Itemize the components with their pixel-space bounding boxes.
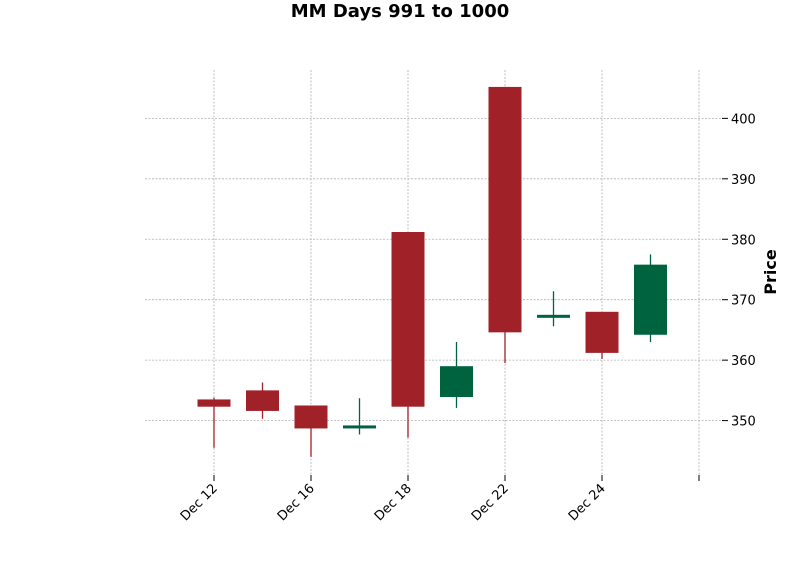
x-tick-label: Dec 18 [372, 481, 415, 524]
candle-body [294, 405, 328, 429]
candle-body [197, 399, 231, 407]
candle-body [343, 425, 376, 429]
y-tick-label: 400 [731, 112, 756, 127]
grid [145, 70, 722, 475]
axes: 350 360 370 380 390 400 Dec 12 Dec 16 Dec 18 Dec … [178, 112, 756, 524]
y-tick-label: 370 [731, 294, 756, 309]
chart-title: MM Days 991 to 1000 [291, 1, 510, 22]
x-tick-label: Dec 12 [178, 481, 221, 524]
candle-body [246, 390, 279, 411]
candle-body [391, 232, 425, 407]
candle-body [488, 86, 522, 333]
candle-body [634, 264, 667, 335]
y-axis-label: Price [761, 249, 780, 295]
y-tick-label: 390 [731, 173, 756, 188]
x-tick-label: Dec 24 [566, 481, 609, 524]
candles [197, 86, 667, 457]
x-tick-label: Dec 22 [469, 481, 512, 524]
candle-body [585, 311, 619, 353]
candle-body [537, 314, 570, 318]
x-tick-label: Dec 16 [275, 481, 318, 524]
y-tick-label: 380 [731, 233, 756, 248]
y-tick-label: 350 [731, 415, 756, 430]
candle-body [440, 366, 473, 398]
y-tick-label: 360 [731, 354, 756, 369]
